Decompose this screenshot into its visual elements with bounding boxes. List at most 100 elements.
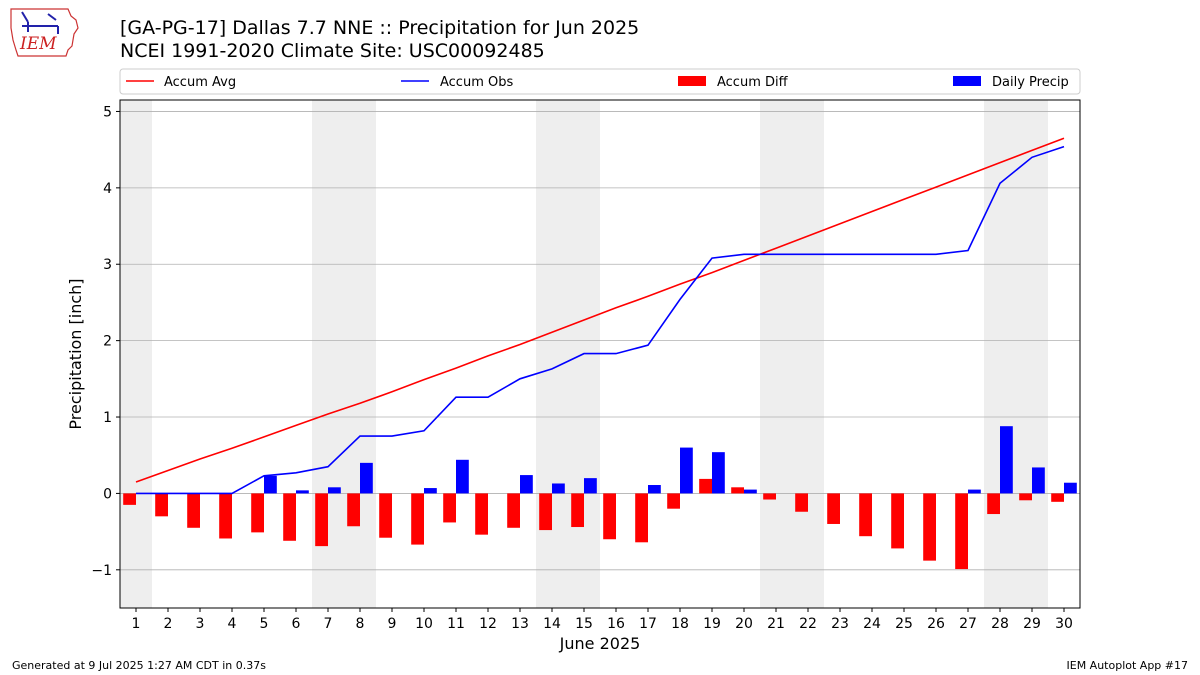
diff-bar xyxy=(155,493,168,517)
diff-bar xyxy=(923,493,936,561)
chart-title: [GA-PG-17] Dallas 7.7 NNE :: Precipitati… xyxy=(120,17,640,39)
daily-precip-bar xyxy=(552,483,565,494)
diff-bar xyxy=(827,493,840,524)
diff-bar xyxy=(283,493,296,541)
y-tick-label: 1 xyxy=(103,410,112,426)
daily-precip-bar xyxy=(744,489,757,494)
x-tick-label: 12 xyxy=(479,616,497,632)
x-tick-label: 6 xyxy=(292,616,301,632)
x-tick-label: 8 xyxy=(356,616,365,632)
x-tick-label: 23 xyxy=(831,616,849,632)
y-tick-label: 5 xyxy=(103,104,112,120)
x-tick-label: 5 xyxy=(260,616,269,632)
x-axis-label: June 2025 xyxy=(559,634,641,653)
x-tick-label: 22 xyxy=(799,616,817,632)
legend-label: Accum Diff xyxy=(717,75,789,90)
weather-station-icon xyxy=(21,11,59,34)
weekend-shade xyxy=(760,100,824,608)
daily-precip-bar xyxy=(456,459,469,494)
weekend-shade xyxy=(984,100,1048,608)
daily-precip-bar xyxy=(712,452,725,494)
diff-bar xyxy=(251,493,264,533)
x-tick-label: 7 xyxy=(324,616,333,632)
diff-bar xyxy=(891,493,904,549)
diff-bar xyxy=(347,493,360,527)
diff-bar xyxy=(507,493,520,528)
accum-obs-line xyxy=(136,145,1065,495)
footer-app: IEM Autoplot App #17 xyxy=(1066,659,1189,672)
legend-label: Accum Obs xyxy=(440,75,513,90)
accum-avg-line xyxy=(135,137,1065,483)
x-tick-label: 16 xyxy=(607,616,625,632)
diff-bar xyxy=(315,493,328,547)
diff-bar xyxy=(795,493,808,512)
x-tick-label: 15 xyxy=(575,616,593,632)
diff-bar xyxy=(443,493,456,523)
y-tick-label: −1 xyxy=(91,563,112,579)
x-tick-label: 3 xyxy=(196,616,205,632)
daily-precip-bar xyxy=(968,489,981,494)
y-tick-label: 3 xyxy=(103,257,112,273)
x-tick-label: 26 xyxy=(927,616,945,632)
y-axis-label: Precipitation [inch] xyxy=(66,278,85,429)
iowa-outline-icon xyxy=(10,8,79,57)
diff-bar xyxy=(1051,493,1064,502)
diff-bar xyxy=(763,493,776,500)
legend-box xyxy=(119,68,1081,95)
x-tick-label: 13 xyxy=(511,616,529,632)
x-tick-label: 21 xyxy=(767,616,785,632)
chart-subtitle: NCEI 1991-2020 Climate Site: USC00092485 xyxy=(120,40,545,62)
legend-swatch xyxy=(953,76,981,86)
legend-label: Accum Avg xyxy=(164,75,236,90)
daily-precip-bar xyxy=(1000,426,1013,494)
x-tick-label: 18 xyxy=(671,616,689,632)
diff-bar xyxy=(123,493,136,505)
footer-generated: Generated at 9 Jul 2025 1:27 AM CDT in 0… xyxy=(12,659,266,672)
x-tick-label: 20 xyxy=(735,616,753,632)
diff-bar xyxy=(379,493,392,538)
daily-precip-bar xyxy=(648,485,661,494)
daily-precip-bar xyxy=(264,475,277,494)
logo-text: IEM xyxy=(19,34,57,54)
diff-bar xyxy=(539,493,552,531)
diff-bar xyxy=(955,493,968,570)
x-tick-label: 24 xyxy=(863,616,881,632)
x-tick-label: 14 xyxy=(543,616,561,632)
diff-bar xyxy=(571,493,584,528)
x-tick-label: 1 xyxy=(132,616,141,632)
x-tick-label: 11 xyxy=(447,616,465,632)
diff-bar xyxy=(667,493,680,509)
diff-bar xyxy=(1019,493,1032,501)
diff-bar xyxy=(475,493,488,535)
iem-logo: IEM xyxy=(10,8,79,57)
y-tick-label: 0 xyxy=(103,486,112,502)
plot-frame xyxy=(119,99,1081,609)
y-tick-label: 2 xyxy=(103,334,112,350)
diff-bar xyxy=(635,493,648,543)
x-tick-label: 9 xyxy=(388,616,397,632)
diff-bar xyxy=(987,493,1000,515)
daily-precip-bar xyxy=(328,487,341,494)
x-tick-label: 25 xyxy=(895,616,913,632)
x-tick-label: 17 xyxy=(639,616,657,632)
daily-precip-bar xyxy=(360,462,373,494)
x-tick-label: 4 xyxy=(228,616,237,632)
daily-precip-bar xyxy=(584,478,597,494)
diff-bar xyxy=(411,493,424,545)
daily-precip-bar xyxy=(1032,467,1045,494)
daily-precip-bar xyxy=(680,447,693,494)
legend-swatch xyxy=(678,76,706,86)
diff-bar xyxy=(187,493,200,528)
y-tick-label: 4 xyxy=(103,181,112,197)
diff-bar xyxy=(731,487,744,494)
x-tick-label: 27 xyxy=(959,616,977,632)
x-tick-label: 10 xyxy=(415,616,433,632)
x-tick-label: 2 xyxy=(164,616,173,632)
legend-label: Daily Precip xyxy=(992,75,1069,90)
daily-precip-bar xyxy=(424,488,437,494)
x-tick-label: 29 xyxy=(1023,616,1041,632)
diff-bar xyxy=(603,493,616,540)
diff-bar xyxy=(699,478,712,494)
daily-precip-bar xyxy=(520,475,533,494)
